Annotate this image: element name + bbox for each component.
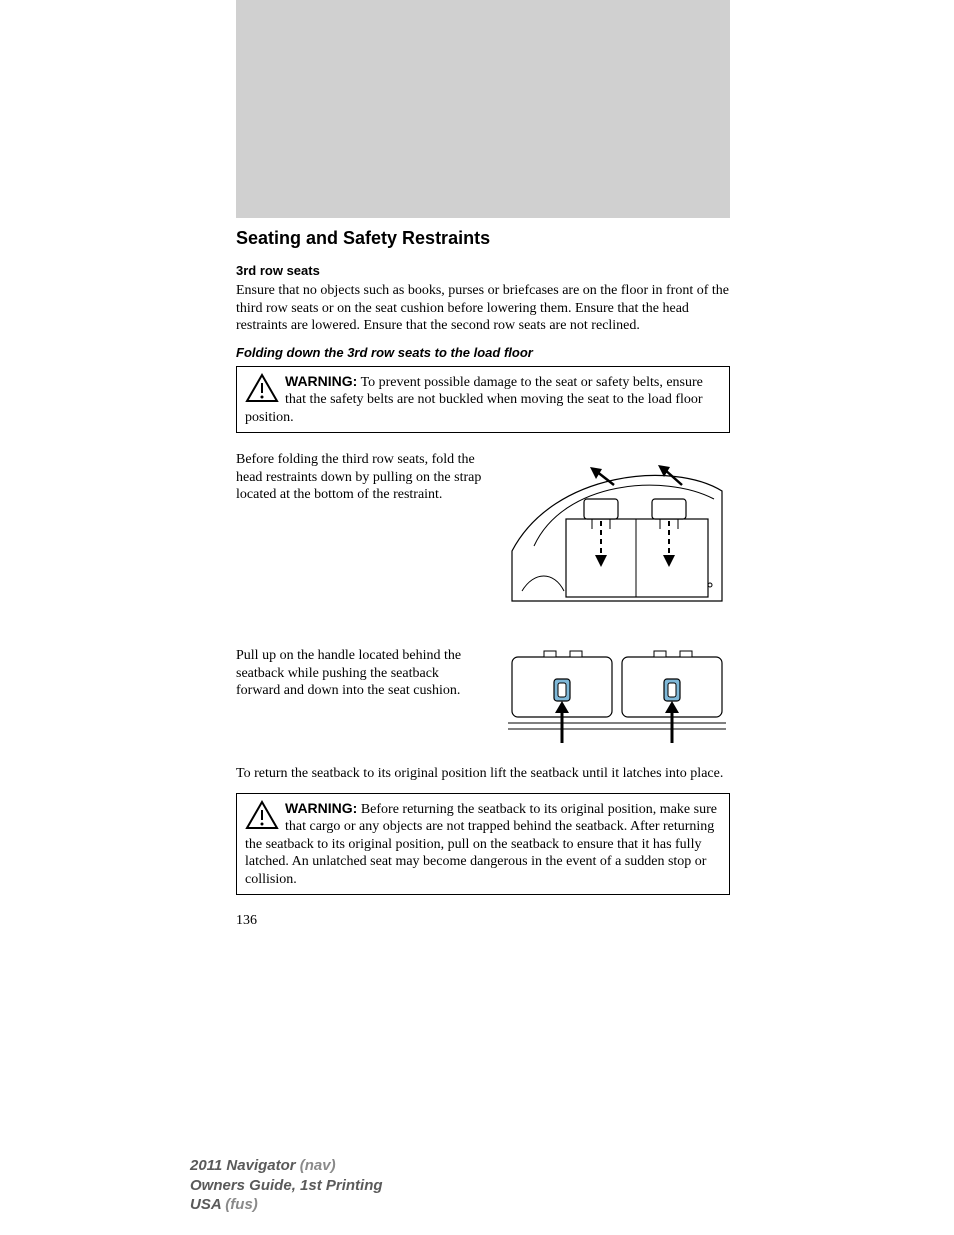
step-2-row: Pull up on the handle located behind the…: [236, 647, 730, 747]
step-1-text: Before folding the third row seats, fold…: [236, 451, 486, 504]
return-paragraph: To return the seatback to its original p…: [236, 765, 730, 783]
step-2-text: Pull up on the handle located behind the…: [236, 647, 486, 700]
footer-block: 2011 Navigator (nav) Owners Guide, 1st P…: [190, 1156, 383, 1215]
footer-line-3: USA (fus): [190, 1195, 383, 1215]
chapter-title: Seating and Safety Restraints: [236, 228, 730, 249]
intro-paragraph: Ensure that no objects such as books, pu…: [236, 282, 730, 335]
warning-triangle-icon: [245, 373, 279, 403]
step-1-row: Before folding the third row seats, fold…: [236, 451, 730, 629]
figure-seatback-handle: [504, 647, 730, 747]
footer-model: 2011 Navigator: [190, 1157, 296, 1174]
header-gray-block: [236, 0, 730, 218]
warning-1-label: WARNING:: [285, 373, 357, 389]
warning-2-label: WARNING:: [285, 800, 357, 816]
footer-region-code: (fus): [221, 1196, 258, 1213]
warning-box-2: WARNING: Before returning the seatback t…: [236, 793, 730, 896]
page-content: Seating and Safety Restraints 3rd row se…: [236, 228, 730, 929]
footer-line-2: Owners Guide, 1st Printing: [190, 1176, 383, 1196]
section-heading-3rd-row: 3rd row seats: [236, 263, 730, 278]
footer-region: USA: [190, 1196, 221, 1213]
footer-line-1: 2011 Navigator (nav): [190, 1156, 383, 1176]
figure-headrest-fold: [504, 451, 730, 629]
footer-model-code: (nav): [296, 1157, 336, 1174]
page-number: 136: [236, 913, 730, 929]
warning-triangle-icon: [245, 800, 279, 830]
warning-box-1: WARNING: To prevent possible damage to t…: [236, 366, 730, 434]
subsection-heading-folding: Folding down the 3rd row seats to the lo…: [236, 345, 730, 360]
